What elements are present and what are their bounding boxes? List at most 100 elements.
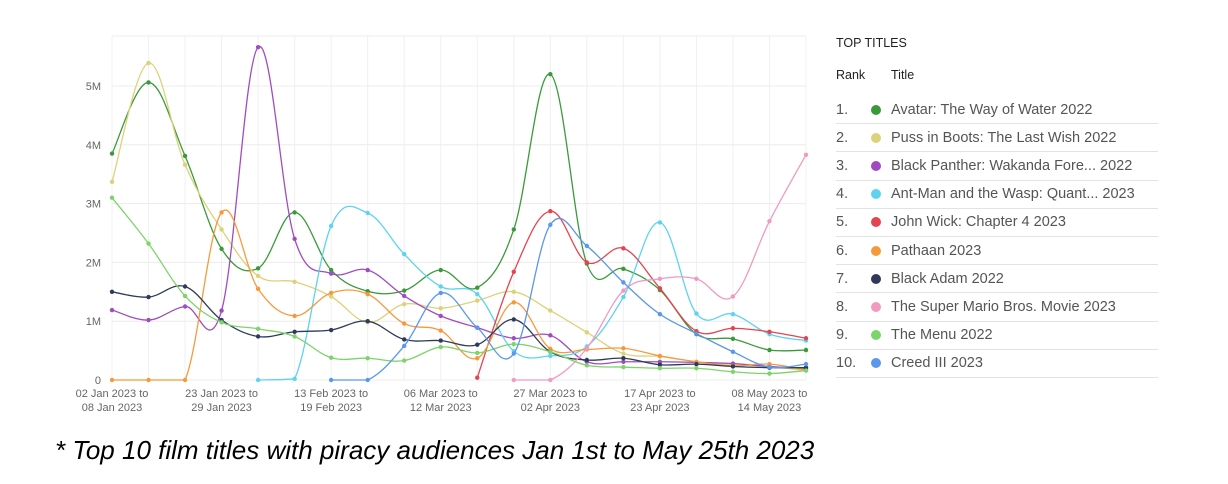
data-point	[438, 344, 443, 350]
data-point	[402, 293, 407, 299]
x-tick-label: 02 Jan 2023 to	[76, 388, 149, 400]
data-point	[292, 334, 297, 339]
data-point	[730, 349, 736, 354]
legend-color-dot-icon	[871, 273, 881, 284]
data-point	[730, 326, 736, 331]
data-point	[511, 300, 516, 305]
legend-rank: 3.	[836, 157, 849, 174]
legend-label: Black Adam 2022	[891, 270, 1004, 287]
x-tick-label: 12 Mar 2023	[410, 402, 472, 414]
legend-item: 8. The Super Mario Bros. Movie 2023	[836, 293, 1158, 322]
data-point	[803, 361, 809, 367]
data-point	[402, 358, 407, 363]
data-point	[548, 377, 553, 383]
legend-item: 6. Pathaan 2023	[836, 237, 1158, 266]
series-the-super-mario-bros-movie-2023	[511, 152, 809, 383]
series-the-menu-2022	[109, 195, 809, 376]
x-tick-label: 29 Jan 2023	[191, 402, 252, 414]
data-point	[438, 338, 443, 343]
legend-label: Pathaan 2023	[891, 242, 982, 259]
data-point	[694, 276, 699, 282]
data-point	[438, 284, 443, 289]
y-axis: 0 1M 2M 3M 4M 5M	[86, 81, 101, 387]
series-line	[331, 217, 807, 381]
data-point	[657, 286, 663, 291]
legend-color-dot-icon	[871, 330, 881, 341]
data-point	[475, 298, 480, 303]
data-point	[511, 317, 516, 322]
data-point	[365, 291, 370, 297]
data-point	[621, 294, 626, 300]
series-line	[476, 210, 807, 378]
data-point	[803, 347, 809, 353]
series-creed-iii-2023	[328, 217, 809, 383]
data-point	[548, 72, 553, 77]
legend-rank: 6.	[836, 242, 849, 259]
legend-rank: 2.	[836, 129, 849, 146]
caption: * Top 10 film titles with piracy audienc…	[55, 435, 815, 465]
data-point	[694, 331, 699, 336]
data-point	[365, 318, 370, 324]
data-point	[730, 364, 736, 369]
series-line	[111, 73, 807, 352]
data-point	[621, 359, 626, 364]
data-point	[402, 343, 407, 349]
legend-item: 10. Creed III 2023	[836, 350, 1158, 378]
data-point	[803, 152, 809, 157]
data-point	[584, 330, 590, 335]
x-tick-label: 02 Apr 2023	[521, 402, 580, 414]
data-point	[219, 308, 224, 313]
data-point	[475, 325, 480, 330]
line-chart: 0 1M 2M 3M 4M 5M 02 Jan 2023 to 08 Jan 2023 23 …	[76, 35, 809, 414]
data-point	[548, 333, 553, 338]
legend-color-dot-icon	[871, 160, 881, 171]
data-point	[146, 60, 151, 66]
data-point	[109, 195, 115, 200]
data-point	[365, 377, 370, 383]
data-point	[657, 220, 663, 225]
data-point	[803, 336, 809, 341]
series-avatar-the-way-of-water-2022	[109, 72, 809, 353]
y-tick-label: 2M	[86, 257, 101, 269]
grid	[111, 35, 807, 381]
y-tick-label: 4M	[86, 140, 101, 152]
legend-item: 7. Black Adam 2022	[836, 265, 1158, 294]
legend-item: 9. The Menu 2022	[836, 322, 1158, 350]
data-point	[657, 311, 663, 317]
data-point	[767, 371, 772, 376]
data-point	[255, 44, 261, 50]
data-point	[694, 361, 699, 367]
series-line	[111, 46, 807, 369]
data-point	[767, 219, 772, 224]
data-point	[475, 356, 480, 361]
data-point	[219, 227, 224, 232]
legend-rank: 1.	[836, 101, 849, 118]
x-tick-label: 23 Jan 2023 to	[185, 388, 258, 400]
data-point	[255, 334, 261, 339]
data-point	[475, 291, 480, 297]
series-line	[111, 285, 807, 369]
data-point	[438, 328, 443, 333]
data-point	[328, 355, 334, 360]
legend-rank: 8.	[836, 298, 849, 315]
data-point	[255, 286, 261, 292]
legend-label: Creed III 2023	[891, 355, 983, 372]
data-point	[730, 311, 736, 317]
data-point	[694, 311, 699, 316]
legend-label: Black Panther: Wakanda Fore... 2022	[891, 157, 1133, 174]
rank-header: Rank	[836, 68, 866, 82]
legend-rows: 1. Avatar: The Way of Water 2022 2. Puss in…	[836, 96, 1158, 378]
data-point	[328, 294, 334, 299]
data-point	[182, 377, 188, 383]
legend-item: 1. Avatar: The Way of Water 2022	[836, 96, 1158, 125]
data-point	[621, 280, 626, 285]
data-point	[548, 222, 553, 227]
legend-header: Rank Title	[836, 68, 1158, 88]
data-point	[584, 363, 590, 368]
data-point	[730, 336, 736, 342]
data-point	[219, 210, 224, 215]
data-point	[146, 80, 151, 85]
series-lines	[109, 44, 809, 383]
data-point	[292, 279, 297, 284]
data-point	[328, 271, 334, 276]
